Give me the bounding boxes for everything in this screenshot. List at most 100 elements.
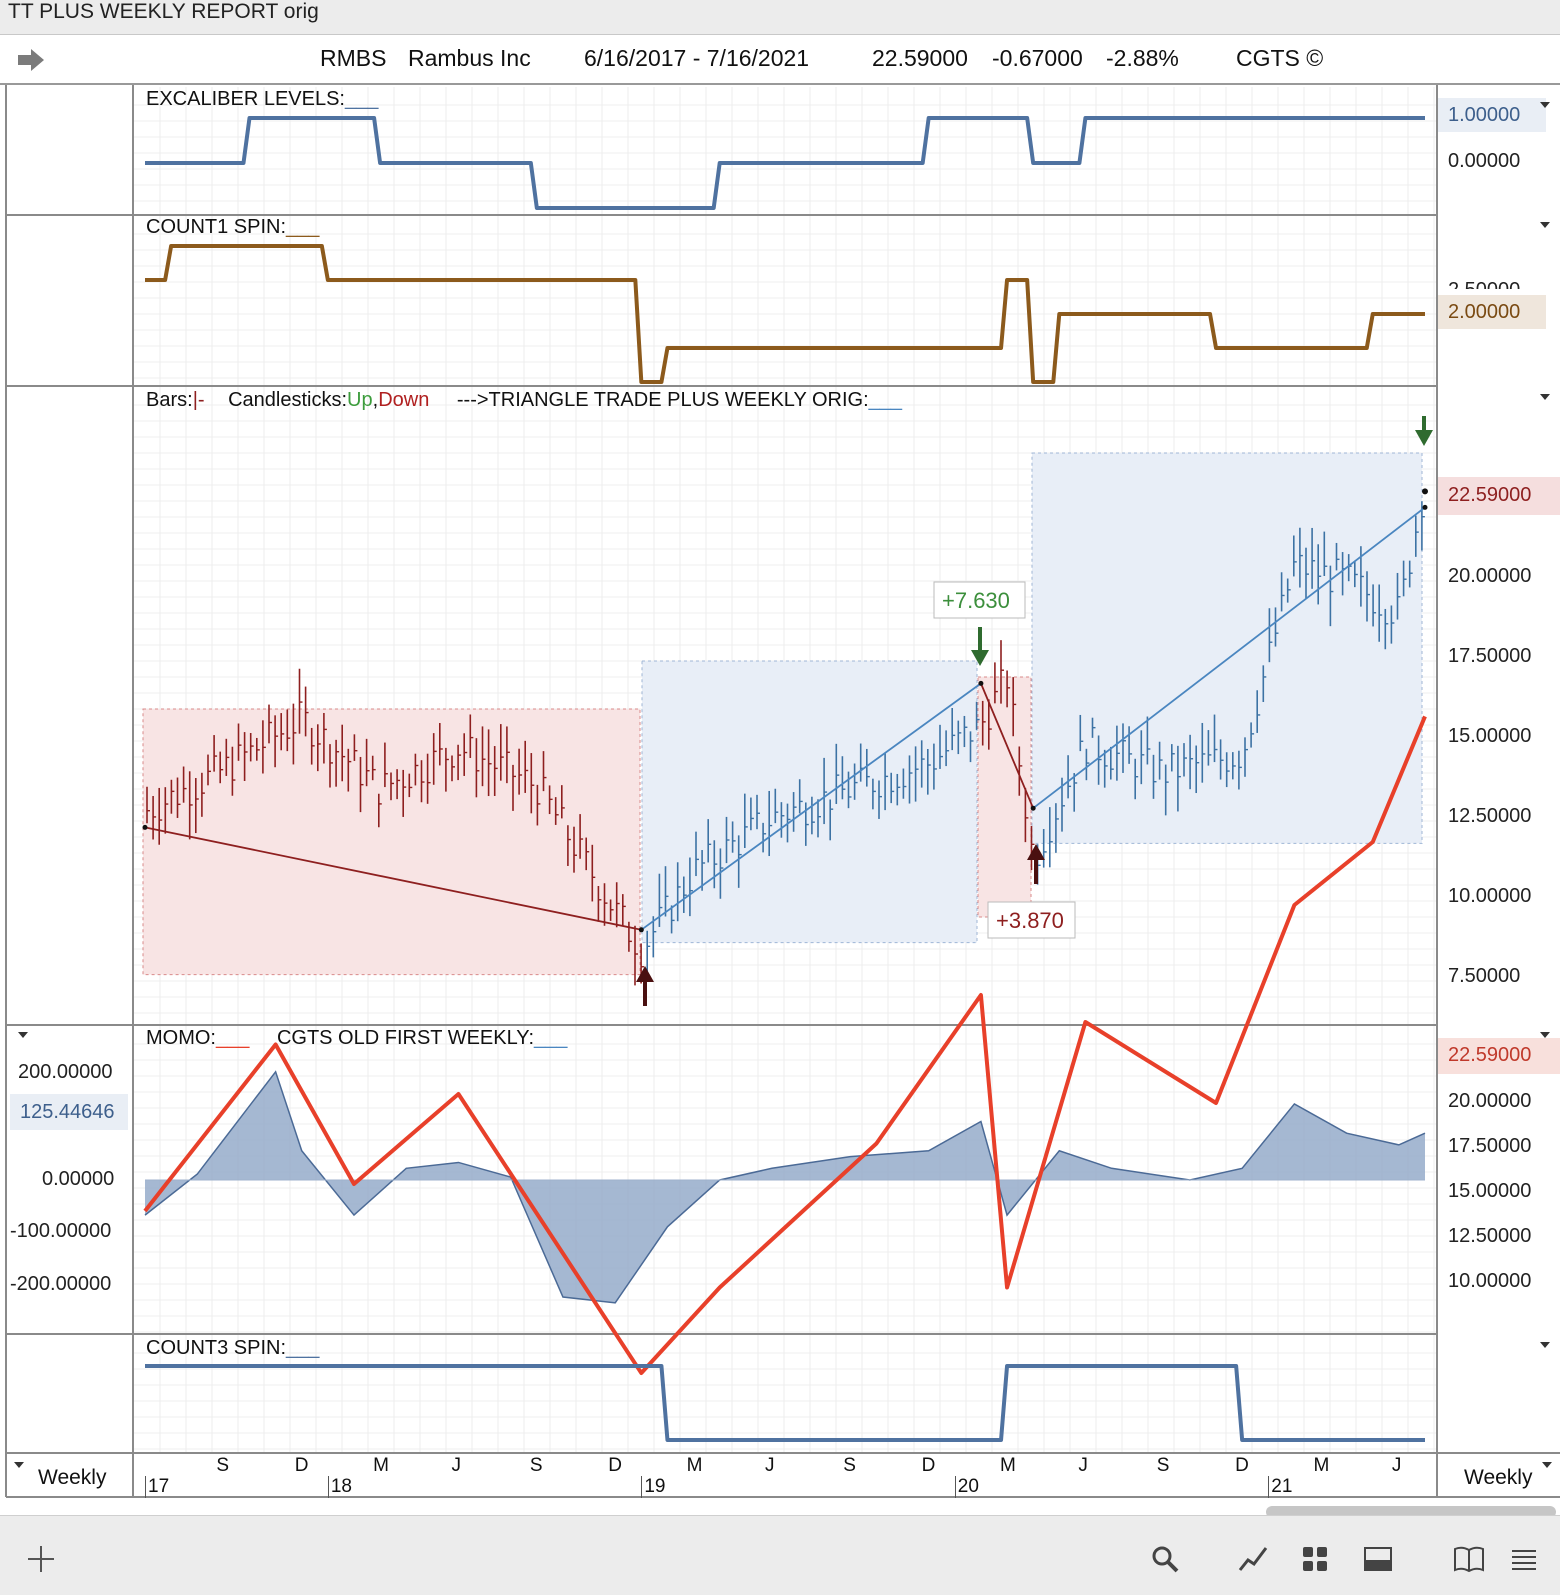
trade-zones — [142, 452, 1423, 976]
gain-annotation: +7.630 — [942, 588, 1010, 613]
excal-label-0: 0.00000 — [1448, 150, 1521, 172]
cgts-value-box — [10, 1094, 128, 1130]
panel-borders — [5, 85, 1560, 1498]
bottom-toolbar — [0, 1515, 1560, 1595]
price-label: 7.50000 — [1448, 965, 1521, 987]
percent-change: -2.88% — [1106, 45, 1179, 71]
x-month-label: D — [608, 1455, 622, 1476]
menu-icon[interactable] — [1508, 1544, 1540, 1574]
tt-point — [142, 824, 148, 830]
excal-label-1: 1.00000 — [1448, 104, 1521, 126]
momo-right-label: 17.50000 — [1448, 1135, 1532, 1157]
x-year-label: 18 — [327, 1476, 352, 1498]
add-icon[interactable] — [26, 1544, 56, 1574]
price-label: 10.00000 — [1448, 885, 1532, 907]
panel-menu-icon[interactable] — [1538, 100, 1552, 110]
symbol: RMBS — [320, 45, 387, 71]
x-month-label: D — [294, 1455, 309, 1476]
gain-zone — [641, 660, 978, 944]
x-month-label: J — [764, 1455, 775, 1476]
last-price: 22.59000 — [872, 45, 968, 71]
count1-value-box — [1438, 295, 1546, 329]
tt-segment — [980, 683, 1034, 809]
x-axis: S D M J S D M J S D M J S D M J 17 18 19 20 21 — [0, 1453, 1437, 1498]
tt-segment — [640, 682, 982, 931]
x-month-label: D — [1235, 1455, 1249, 1476]
count1-label-top: 2.50000 — [1448, 279, 1520, 289]
period-label-left[interactable]: Weekly — [38, 1466, 107, 1489]
momo-line — [143, 715, 1427, 1375]
x-year-label: 17 — [145, 1476, 169, 1498]
search-icon[interactable] — [1150, 1544, 1180, 1574]
company-name: Rambus Inc — [408, 45, 531, 71]
date-range: 6/16/2017 - 7/16/2021 — [584, 45, 810, 71]
x-month-label: M — [1313, 1455, 1330, 1476]
loss-annotation-box — [987, 901, 1076, 939]
price-value-box — [1438, 477, 1560, 515]
arrow-right-icon[interactable] — [16, 47, 46, 73]
price-change: -0.67000 — [992, 45, 1083, 71]
x-month-label: S — [1156, 1455, 1170, 1476]
momo-right-label: 12.50000 — [1448, 1225, 1532, 1247]
x-month-label: S — [843, 1455, 856, 1476]
last-price-point — [1422, 488, 1428, 495]
cgts-outline — [144, 1070, 1426, 1304]
momo-legend: MOMO:___ CGTS OLD FIRST WEEKLY:___ — [146, 1027, 568, 1049]
arrow-up-icon — [636, 966, 654, 1006]
x-month-label: J — [451, 1455, 461, 1476]
cgts-current-label: 125.44646 — [20, 1101, 115, 1123]
tt-segment — [1032, 506, 1426, 809]
price-label: 12.50000 — [1448, 805, 1532, 827]
window-title-bar: TT PLUS WEEKLY REPORT orig — [0, 0, 1560, 35]
x-month-label: S — [529, 1455, 543, 1476]
grid-icon[interactable] — [1300, 1544, 1330, 1574]
period-menu-icon[interactable] — [1540, 1460, 1554, 1470]
x-month-label: D — [921, 1455, 936, 1476]
price-label: 17.50000 — [1448, 645, 1532, 667]
brand: CGTS © — [1236, 45, 1324, 71]
x-year-label: 19 — [641, 1476, 665, 1498]
period-menu-icon[interactable] — [12, 1460, 26, 1470]
cgts-left-label: -100.00000 — [10, 1220, 112, 1242]
loss-zone — [977, 676, 1032, 918]
momo-right-label: 20.00000 — [1448, 1090, 1532, 1112]
price-label: 20.00000 — [1448, 565, 1532, 587]
arrow-down-icon — [1415, 416, 1433, 446]
chart-area[interactable] — [0, 0, 1560, 1515]
period-label-right[interactable]: Weekly — [1464, 1466, 1533, 1489]
book-icon[interactable] — [1452, 1544, 1486, 1574]
count1-line — [145, 244, 1425, 384]
count1-series — [145, 244, 1425, 384]
tt-point — [978, 680, 984, 686]
cgts-left-label: -200.00000 — [10, 1273, 112, 1295]
tt-point — [638, 927, 644, 933]
price-legend: Bars:|- Candlesticks:Up,Down --->TRIANGL… — [146, 389, 903, 411]
triangle-trade-line — [142, 488, 1428, 933]
x-month-label: M — [373, 1455, 389, 1476]
cgts-left-label: 200.00000 — [18, 1061, 113, 1083]
x-year-label: 20 — [954, 1476, 979, 1498]
count3-line — [145, 1364, 1425, 1442]
panel-menu-icon[interactable] — [1538, 220, 1552, 230]
x-month-label: S — [216, 1455, 230, 1476]
panel-menu-icon[interactable] — [1538, 392, 1552, 402]
cgts-left-label: 0.00000 — [42, 1168, 115, 1190]
x-month-label: J — [1078, 1455, 1088, 1476]
momo-value-box — [1438, 1038, 1560, 1074]
momo-right-label: 10.00000 — [1448, 1270, 1532, 1292]
count3-title: COUNT3 SPIN:___ — [146, 1337, 320, 1359]
panel-menu-icon[interactable] — [16, 1030, 30, 1040]
count1-title: COUNT1 SPIN:___ — [146, 216, 320, 238]
x-month-label: M — [686, 1455, 703, 1476]
panel-menu-icon[interactable] — [1538, 1030, 1552, 1040]
gain-annotation-box — [933, 581, 1026, 619]
panel-layout-icon[interactable] — [1362, 1544, 1394, 1574]
tt-segment — [144, 826, 642, 931]
line-chart-icon[interactable] — [1238, 1544, 1270, 1574]
x-month-label: M — [1000, 1455, 1016, 1476]
loss-annotation: +3.870 — [996, 908, 1064, 933]
chart-header: RMBS Rambus Inc 6/16/2017 - 7/16/2021 22… — [0, 35, 1560, 85]
price-last-label: 22.59000 — [1448, 484, 1532, 506]
momo-line — [143, 715, 1427, 1375]
panel-menu-icon[interactable] — [1538, 1340, 1552, 1350]
